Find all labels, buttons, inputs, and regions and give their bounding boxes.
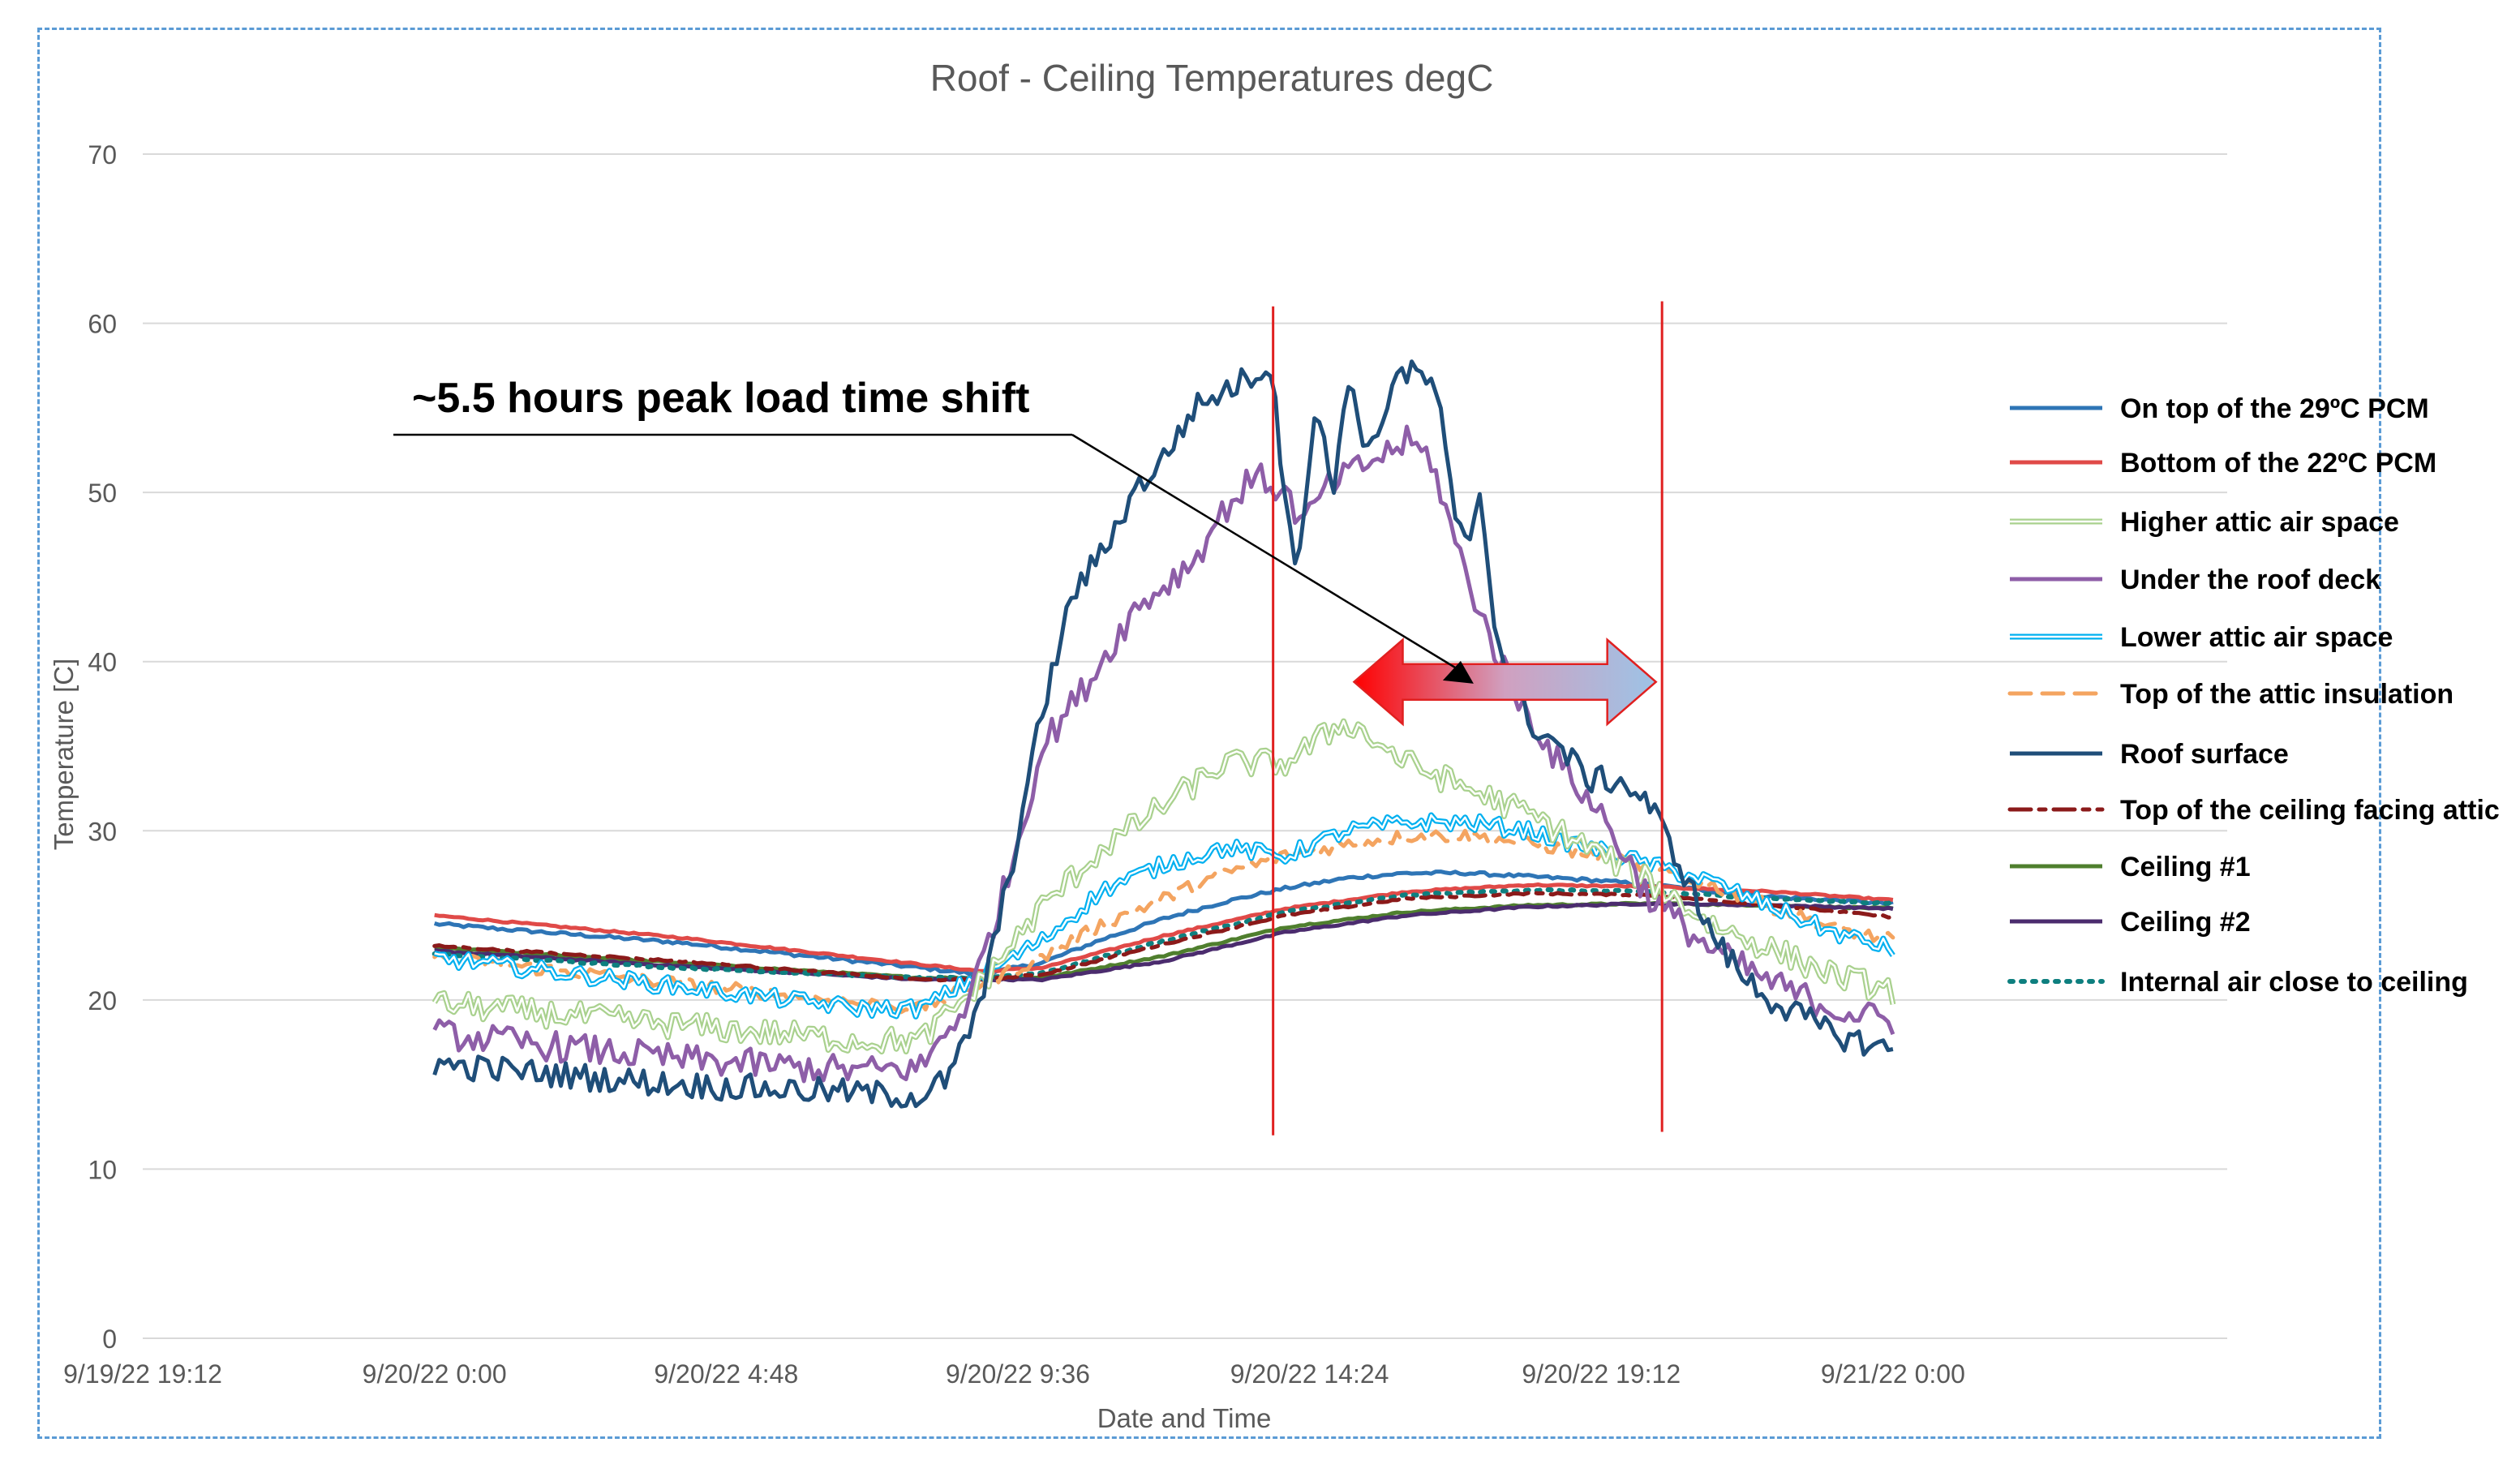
chart-frame [37, 28, 2381, 1439]
y-tick-label: 50 [88, 479, 117, 508]
annotation-group: ~5.5 hours peak load time shift [393, 375, 1658, 727]
series-line [433, 719, 1895, 1053]
y-axis-label: Temperature [C] [49, 659, 79, 851]
series-group [431, 359, 1896, 1109]
series-line [432, 359, 1894, 1109]
x-tick-label: 9/21/22 0:00 [1821, 1359, 1965, 1389]
annotation-arrowhead [1442, 660, 1474, 684]
chart-title: Roof - Ceiling Temperatures degC [930, 57, 1494, 99]
legend-label: Under the roof deck [2120, 565, 2380, 595]
annotation-leader-line [1071, 433, 1466, 675]
x-axis-label: Date and Time [1097, 1403, 1272, 1433]
series-line [431, 887, 1895, 981]
grid [143, 153, 2227, 1339]
legend-label: Ceiling #2 [2120, 907, 2251, 938]
legend-label: Roof surface [2120, 739, 2289, 770]
series-line [432, 891, 1895, 983]
legend-label: Bottom of the 22ºC PCM [2120, 448, 2436, 479]
legend: On top of the 29ºC PCM Bottom of the 22ºC… [2007, 393, 2500, 998]
y-tick-label: 10 [88, 1155, 117, 1184]
peak-shift-double-arrow [1352, 638, 1658, 727]
x-tick-label: 9/20/22 14:24 [1230, 1359, 1389, 1389]
y-tick-label: 40 [88, 648, 117, 677]
y-tick-label: 70 [88, 140, 117, 170]
annotation-text: ~5.5 hours peak load time shift [412, 375, 1029, 422]
legend-label: Lower attic air space [2120, 622, 2393, 653]
legend-label: Top of the attic insulation [2120, 679, 2453, 710]
y-tick-label: 20 [88, 986, 117, 1015]
legend-label: Internal air close to ceiling [2120, 967, 2468, 998]
x-tick-label: 9/19/22 19:12 [63, 1359, 222, 1389]
x-tick-label: 9/20/22 19:12 [1522, 1359, 1681, 1389]
y-tick-label: 30 [88, 817, 117, 846]
series-line [432, 424, 1895, 1084]
y-tick-label: 60 [88, 310, 117, 339]
y-tick-label: 0 [102, 1324, 117, 1354]
x-tick-label: 9/20/22 4:48 [654, 1359, 798, 1389]
x-tick-label: 9/20/22 0:00 [363, 1359, 507, 1389]
axes: 0 10 20 30 40 50 60 70 9/19/22 19:12 9/20/22 0:00… [63, 140, 1965, 1389]
vertical-markers [1272, 301, 1664, 1136]
legend-label: Top of the ceiling facing attic [2120, 795, 2500, 826]
legend-label: Ceiling #1 [2120, 852, 2251, 882]
legend-label: On top of the 29ºC PCM [2120, 393, 2429, 424]
x-tick-label: 9/20/22 9:36 [946, 1359, 1090, 1389]
legend-label: Higher attic air space [2120, 507, 2399, 538]
